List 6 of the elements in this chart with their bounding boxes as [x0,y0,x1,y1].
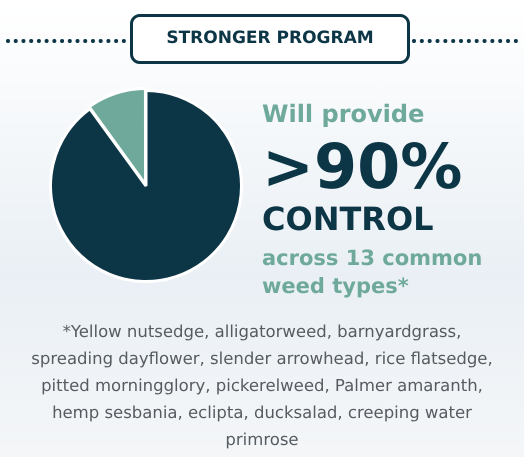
text: CONTROL [262,200,434,238]
text: across 13 common weed types* [262,245,484,300]
chart-title: STRONGER PROGRAM [165,28,375,48]
text: *Yellow nutsedge, alligatorweed, barnyardgrass, spreading dayflower, slender arrowhead, rice flatsedge, pitted morningglory, pickerelweed, Palmer amaranth, hemp sesbania, eclipta, ducksalad, creeping water primrose [30,321,494,451]
text: >90% [262,130,462,203]
text: Will provide [262,100,424,128]
